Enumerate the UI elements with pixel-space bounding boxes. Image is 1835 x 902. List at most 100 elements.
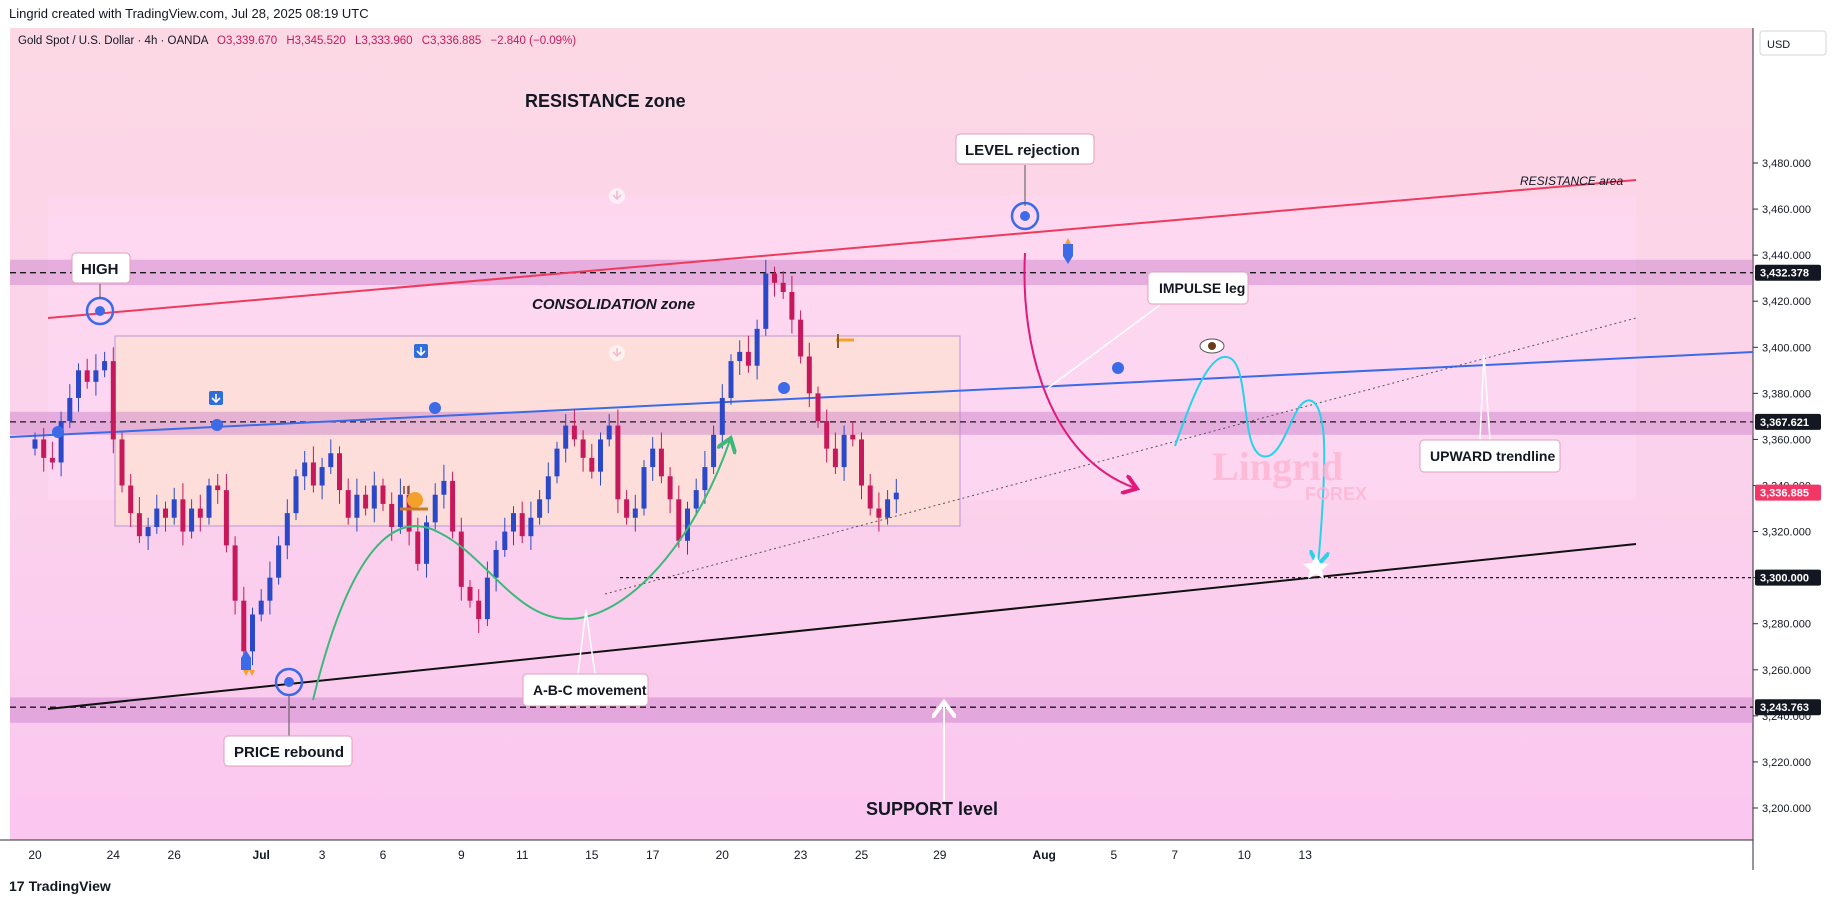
label-impulse-leg: IMPULSE leg [1159, 280, 1245, 296]
price-tick-label: 3,220.000 [1762, 757, 1811, 769]
candle [337, 446, 342, 504]
attribution-bar: Lingrid created with TradingView.com, Ju… [0, 0, 1835, 28]
price-tick-label: 3,400.000 [1762, 342, 1811, 354]
candle [676, 485, 682, 548]
candle [302, 450, 308, 491]
price-tick-label: 3,360.000 [1762, 434, 1811, 446]
candle [893, 478, 899, 514]
candle [258, 589, 264, 622]
candle [110, 347, 116, 454]
candle [754, 319, 760, 380]
pivot-rebound [274, 667, 304, 697]
faded-down-arrow-icon [609, 188, 625, 204]
callout-stem [577, 609, 596, 675]
time-tick-label: Aug [1033, 848, 1056, 862]
candle [441, 464, 447, 509]
price-chart[interactable]: Lingrid FOREX RESISTANCE zone LEVEL reje… [0, 28, 1835, 870]
candle [798, 310, 804, 364]
candle [102, 351, 108, 378]
callout-box [1419, 439, 1561, 473]
candle [189, 499, 195, 539]
time-axis[interactable]: 20 24 26 Jul 3 6 9 11 15 17 20 23 25 29 Aug 5 7 10 13 [28, 848, 1312, 862]
price-tick-label: 3,260.000 [1762, 665, 1811, 677]
label-price-rebound: PRICE rebound [234, 744, 344, 761]
time-tick-label: 25 [855, 848, 869, 862]
candle [789, 275, 795, 334]
time-tick-label: 23 [794, 848, 808, 862]
candle [885, 490, 891, 525]
time-tick-label: Jul [253, 848, 270, 862]
candle [276, 536, 282, 585]
candle [180, 483, 186, 546]
price-tick-label: 3,280.000 [1762, 619, 1811, 631]
candle [424, 515, 429, 578]
candle [511, 506, 516, 546]
time-tick-label: 17 [646, 848, 660, 862]
currency-label: USD [1767, 39, 1790, 51]
hammer-icon [836, 334, 854, 348]
candle [632, 494, 638, 532]
candle [693, 478, 699, 516]
candle [41, 427, 47, 472]
label-high: HIGH [81, 261, 119, 278]
symbol-info: Gold Spot / U.S. Dollar · 4h · OANDA [18, 35, 209, 47]
tradingview-logo-text: TradingView [28, 878, 111, 894]
candle [154, 494, 160, 534]
label-level-rejection: LEVEL rejection [965, 142, 1080, 159]
candle [528, 501, 534, 550]
candle [32, 432, 38, 456]
watermark-lingrid: Lingrid [1212, 444, 1343, 489]
price-axis[interactable]: 3,200.0003,220.0003,240.0003,260.0003,28… [1753, 158, 1821, 815]
time-tick-label: 5 [1110, 848, 1117, 862]
level-price-badge [1755, 699, 1821, 716]
callout-box [71, 252, 131, 284]
tradingview-mark-icon: 17 [9, 878, 25, 894]
candle [615, 409, 621, 514]
level-price-label: 3,432.378 [1760, 268, 1809, 280]
rocket-icon [1063, 238, 1073, 264]
time-tick-label: 15 [585, 848, 599, 862]
candle [319, 457, 325, 500]
candle [58, 411, 64, 477]
current-price-badge [1755, 484, 1821, 501]
candle [780, 271, 786, 299]
candle [493, 540, 499, 592]
level-price-label: 3,336.885 [1760, 488, 1809, 500]
level-price-badge [1755, 264, 1821, 281]
candle [545, 462, 551, 514]
attribution-text: Lingrid created with TradingView.com, Ju… [9, 6, 369, 21]
candle [711, 425, 717, 474]
price-tick-label: 3,420.000 [1762, 296, 1811, 308]
ohlc-high: H3,345.520 [286, 35, 345, 47]
candle [293, 469, 299, 521]
candle [571, 409, 577, 447]
down-arrow-icon [209, 391, 223, 405]
ohlc-open: O3,339.670 [217, 35, 277, 47]
time-tick-label: 20 [716, 848, 730, 862]
price-tick-label: 3,480.000 [1762, 158, 1811, 170]
tradingview-logo[interactable]: 17 TradingView [9, 878, 111, 894]
candle [345, 478, 351, 525]
time-tick-label: 10 [1238, 848, 1252, 862]
candle [145, 517, 151, 550]
time-tick-label: 11 [516, 848, 529, 862]
price-tick-label: 3,320.000 [1762, 527, 1811, 539]
resistance-trendline [47, 179, 1637, 319]
price-tick-label: 3,460.000 [1762, 204, 1811, 216]
candle [354, 478, 360, 532]
label-resistance-zone: RESISTANCE zone [525, 91, 686, 111]
candle [537, 490, 543, 525]
candle [267, 561, 273, 615]
candle [206, 478, 212, 525]
price-tick-label: 3,380.000 [1762, 388, 1811, 400]
candle [763, 259, 769, 336]
label-support-level: SUPPORT level [866, 799, 998, 819]
candle [432, 483, 438, 530]
currency-button[interactable] [1759, 30, 1827, 56]
callout-box [223, 735, 353, 767]
level-price-label: 3,367.621 [1760, 417, 1809, 429]
candle [241, 586, 247, 659]
axis-background [1753, 28, 1835, 870]
candle [650, 437, 656, 481]
level-price-badge [1755, 569, 1821, 586]
